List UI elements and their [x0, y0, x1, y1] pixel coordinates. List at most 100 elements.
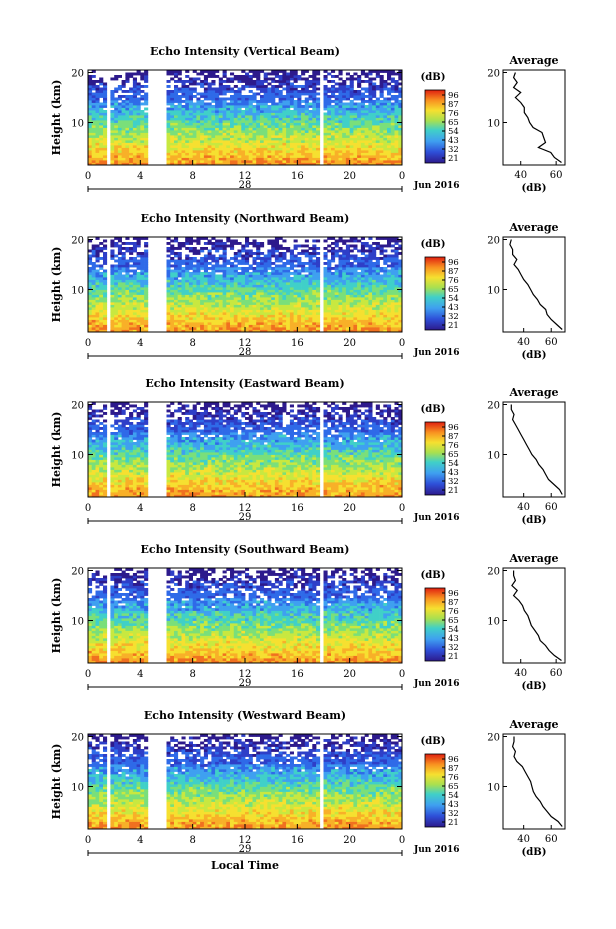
- heatmap-cell: [316, 282, 321, 285]
- heatmap-cell: [260, 125, 265, 128]
- heatmap-cell: [282, 257, 287, 260]
- heatmap-cell: [342, 242, 347, 245]
- heatmap-cell: [233, 242, 238, 245]
- heatmap-cell: [394, 117, 399, 121]
- heatmap-cell: [282, 132, 287, 136]
- heatmap-cell: [338, 150, 343, 153]
- heatmap-cell: [372, 297, 377, 300]
- heatmap-cell: [215, 282, 220, 285]
- heatmap-cell: [218, 117, 223, 121]
- heatmap-cell: [174, 327, 179, 330]
- heatmap-cell: [218, 274, 223, 278]
- heatmap-cell: [289, 140, 294, 143]
- heatmap-cell: [233, 102, 238, 106]
- heatmap-cell: [215, 297, 220, 300]
- heatmap-cell: [293, 140, 298, 143]
- heatmap-cell: [353, 247, 358, 250]
- heatmap-cell: [110, 254, 115, 258]
- heatmap-cell: [334, 117, 339, 121]
- heatmap-cell: [345, 292, 350, 295]
- heatmap-cell: [271, 102, 276, 106]
- heatmap-cell: [293, 257, 298, 260]
- heatmap-cell: [357, 130, 362, 133]
- heatmap-cell: [368, 294, 373, 298]
- heatmap-cell: [345, 317, 350, 320]
- heatmap-cell: [398, 140, 403, 143]
- heatmap-cell: [99, 327, 104, 330]
- heatmap-cell: [274, 95, 279, 98]
- heatmap-cell: [353, 72, 358, 76]
- heatmap-cell: [360, 147, 365, 151]
- heatmap-cell: [215, 140, 220, 143]
- heatmap-cell: [301, 127, 306, 131]
- heatmap-cell: [394, 112, 399, 116]
- heatmap-cell: [286, 160, 291, 163]
- heatmap-cell: [177, 257, 182, 260]
- heatmap-cell: [207, 162, 212, 166]
- heatmap-cell: [144, 125, 149, 128]
- heatmap-cell: [252, 107, 257, 111]
- heatmap-cell: [117, 142, 122, 146]
- heatmap-cell: [316, 107, 321, 111]
- heatmap-cell: [323, 92, 328, 96]
- heatmap-cell: [218, 264, 223, 268]
- heatmap-cell: [308, 307, 313, 310]
- heatmap-cell: [278, 132, 283, 136]
- heatmap-cell: [282, 314, 287, 318]
- heatmap-cell: [140, 277, 145, 280]
- heatmap-cell: [222, 307, 227, 310]
- heatmap-cell: [241, 249, 246, 253]
- heatmap-cell: [286, 287, 291, 290]
- heatmap-cell: [91, 292, 96, 295]
- heatmap-cell: [188, 127, 193, 131]
- heatmap-cell: [177, 292, 182, 295]
- heatmap-cell: [185, 297, 190, 300]
- heatmap-cell: [323, 297, 328, 300]
- heatmap-cell: [368, 259, 373, 263]
- heatmap-cell: [360, 279, 365, 283]
- heatmap-cell: [177, 120, 182, 123]
- heatmap-cell: [304, 70, 309, 73]
- heatmap-cell: [293, 282, 298, 285]
- heatmap-cell: [338, 314, 343, 318]
- heatmap-cell: [372, 90, 377, 93]
- heatmap-cell: [383, 142, 388, 146]
- heatmap-cell: [129, 152, 134, 156]
- heatmap-cell: [230, 242, 235, 245]
- heatmap-cell: [334, 132, 339, 136]
- heatmap-cell: [136, 307, 141, 310]
- heatmap-cell: [260, 95, 265, 98]
- heatmap-cell: [203, 87, 208, 91]
- heatmap-cell: [248, 297, 253, 300]
- heatmap-cell: [252, 314, 257, 318]
- heatmap-cell: [323, 127, 328, 131]
- heatmap-cell: [140, 102, 145, 106]
- heatmap-cell: [222, 162, 227, 166]
- heatmap-cell: [390, 97, 395, 101]
- heatmap-cell: [323, 299, 328, 303]
- heatmap-cell: [200, 115, 205, 118]
- average-y-tick-label: 20: [487, 69, 500, 80]
- heatmap-cell: [136, 312, 141, 315]
- heatmap-cell: [338, 284, 343, 288]
- heatmap-cell: [379, 85, 384, 88]
- heatmap-cell: [252, 289, 257, 293]
- heatmap-cell: [327, 267, 332, 270]
- heatmap-cell: [331, 120, 336, 123]
- heatmap-cell: [200, 157, 205, 161]
- heatmap-cell: [301, 145, 306, 148]
- heatmap-cell: [166, 115, 171, 118]
- heatmap-cell: [342, 249, 347, 253]
- heatmap-cell: [312, 115, 317, 118]
- heatmap-cell: [166, 142, 171, 146]
- heatmap-cell: [278, 297, 283, 300]
- heatmap-cell: [263, 115, 268, 118]
- heatmap-cell: [334, 267, 339, 270]
- heatmap-cell: [278, 107, 283, 111]
- heatmap-cell: [364, 257, 369, 260]
- heatmap-cell: [360, 87, 365, 91]
- heatmap-cell: [166, 152, 171, 156]
- heatmap-cell: [260, 284, 265, 288]
- heatmap-cell: [99, 242, 104, 245]
- heatmap-cell: [99, 137, 104, 141]
